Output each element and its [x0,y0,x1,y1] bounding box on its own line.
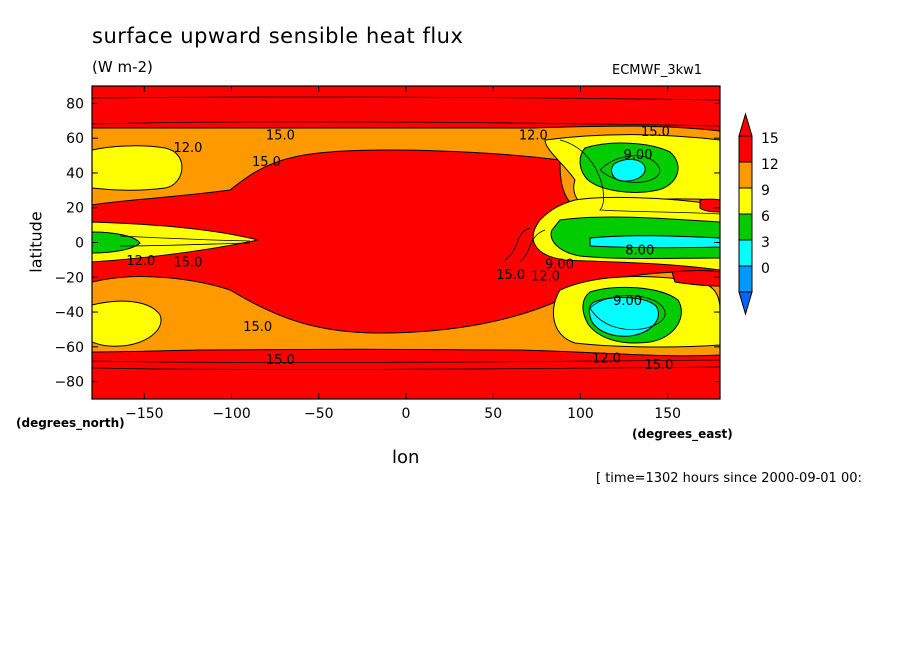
contour-label: 15.0 [173,256,202,271]
colorbar-label: 12 [761,157,779,173]
field-cyan-north-east [611,159,646,182]
time-stamp: [ time=1302 hours since 2000-09-01 00: [596,471,862,486]
field-yellow-north [92,145,183,191]
chart-units: (W m-2) [92,58,153,76]
contour-label: 15.0 [644,358,673,373]
contour-label: 15.0 [266,129,295,144]
contour-label: 12.0 [592,351,621,366]
x-tick-label: −50 [304,406,334,422]
y-tick-label: 20 [66,201,84,217]
axes: −150 −100 −50 0 50 100 150 80 60 40 20 0 −20 −40 −60 −8… [54,86,720,422]
colorbar-over-arrow [738,112,753,137]
contour-label: 9.00 [624,148,653,163]
x-tick-label: −150 [125,406,163,422]
colorbar-label: 0 [761,261,770,277]
x-tick-label: −100 [212,406,250,422]
contour-label: 12.0 [126,254,155,269]
contour-labels: 15.0 12.0 15.0 12.0 15.0 9.00 8.00 12.0 15.0 9.00… [126,125,673,373]
y-tick-label: 0 [75,236,84,252]
dataset-label: ECMWF_3kw1 [612,63,703,78]
y-tick-label: −60 [54,340,84,356]
colorbar-swatch [738,135,753,163]
field-red-east-north [699,198,720,213]
colorbar-label: 9 [761,183,770,199]
y-tick-label: −80 [54,375,84,391]
field-yellow-south [92,300,162,347]
y-tick-label: 40 [66,166,84,182]
contour-label: 15.0 [266,353,295,368]
contour-lines [92,96,720,370]
x-tick-label: 0 [402,406,411,422]
field-yellow-west-equator [92,221,259,263]
colorbar-swatch [738,161,753,189]
y-axis-unit: (degrees_north) [16,416,125,430]
field-cyan-south-east [588,296,659,337]
field-cyan-equator-east [589,235,720,249]
contour-label: 9.00 [545,257,574,272]
x-axis-label: lon [392,447,420,468]
contour-label: 12.0 [531,270,560,285]
y-tick-label: 60 [66,131,84,147]
contour-label: 8.00 [625,243,654,258]
contour-label: 15.0 [641,125,670,140]
x-axis-unit: (degrees_east) [632,427,733,441]
colorbar-swatch [738,265,753,293]
field-green-west-equator [92,231,141,254]
colorbar-under-arrow [738,291,753,316]
contour-label: 15.0 [243,320,272,335]
contour-label: 15.0 [496,268,525,283]
contour-label: 9.00 [613,294,642,309]
colorbar-swatch [738,213,753,241]
colorbar-swatch [738,239,753,267]
field-red-east-south [671,270,720,287]
x-tick-label: 50 [484,406,502,422]
contour-label: 12.0 [519,129,548,144]
x-tick-label: 100 [567,406,594,422]
chart-title: surface upward sensible heat flux [92,24,464,48]
x-tick-label: 150 [654,406,681,422]
y-tick-label: 80 [66,96,84,112]
colorbar-label: 6 [761,209,770,225]
colorbar-label: 15 [761,131,779,147]
colorbar-swatch [738,187,753,215]
contour-fields [92,86,720,399]
contour-label: 12.0 [173,141,202,156]
colorbar: 15 12 9 6 3 0 [738,112,779,316]
y-tick-label: −40 [54,305,84,321]
contour-label: 15.0 [252,155,281,170]
y-tick-label: −20 [54,270,84,286]
colorbar-label: 3 [761,235,770,251]
